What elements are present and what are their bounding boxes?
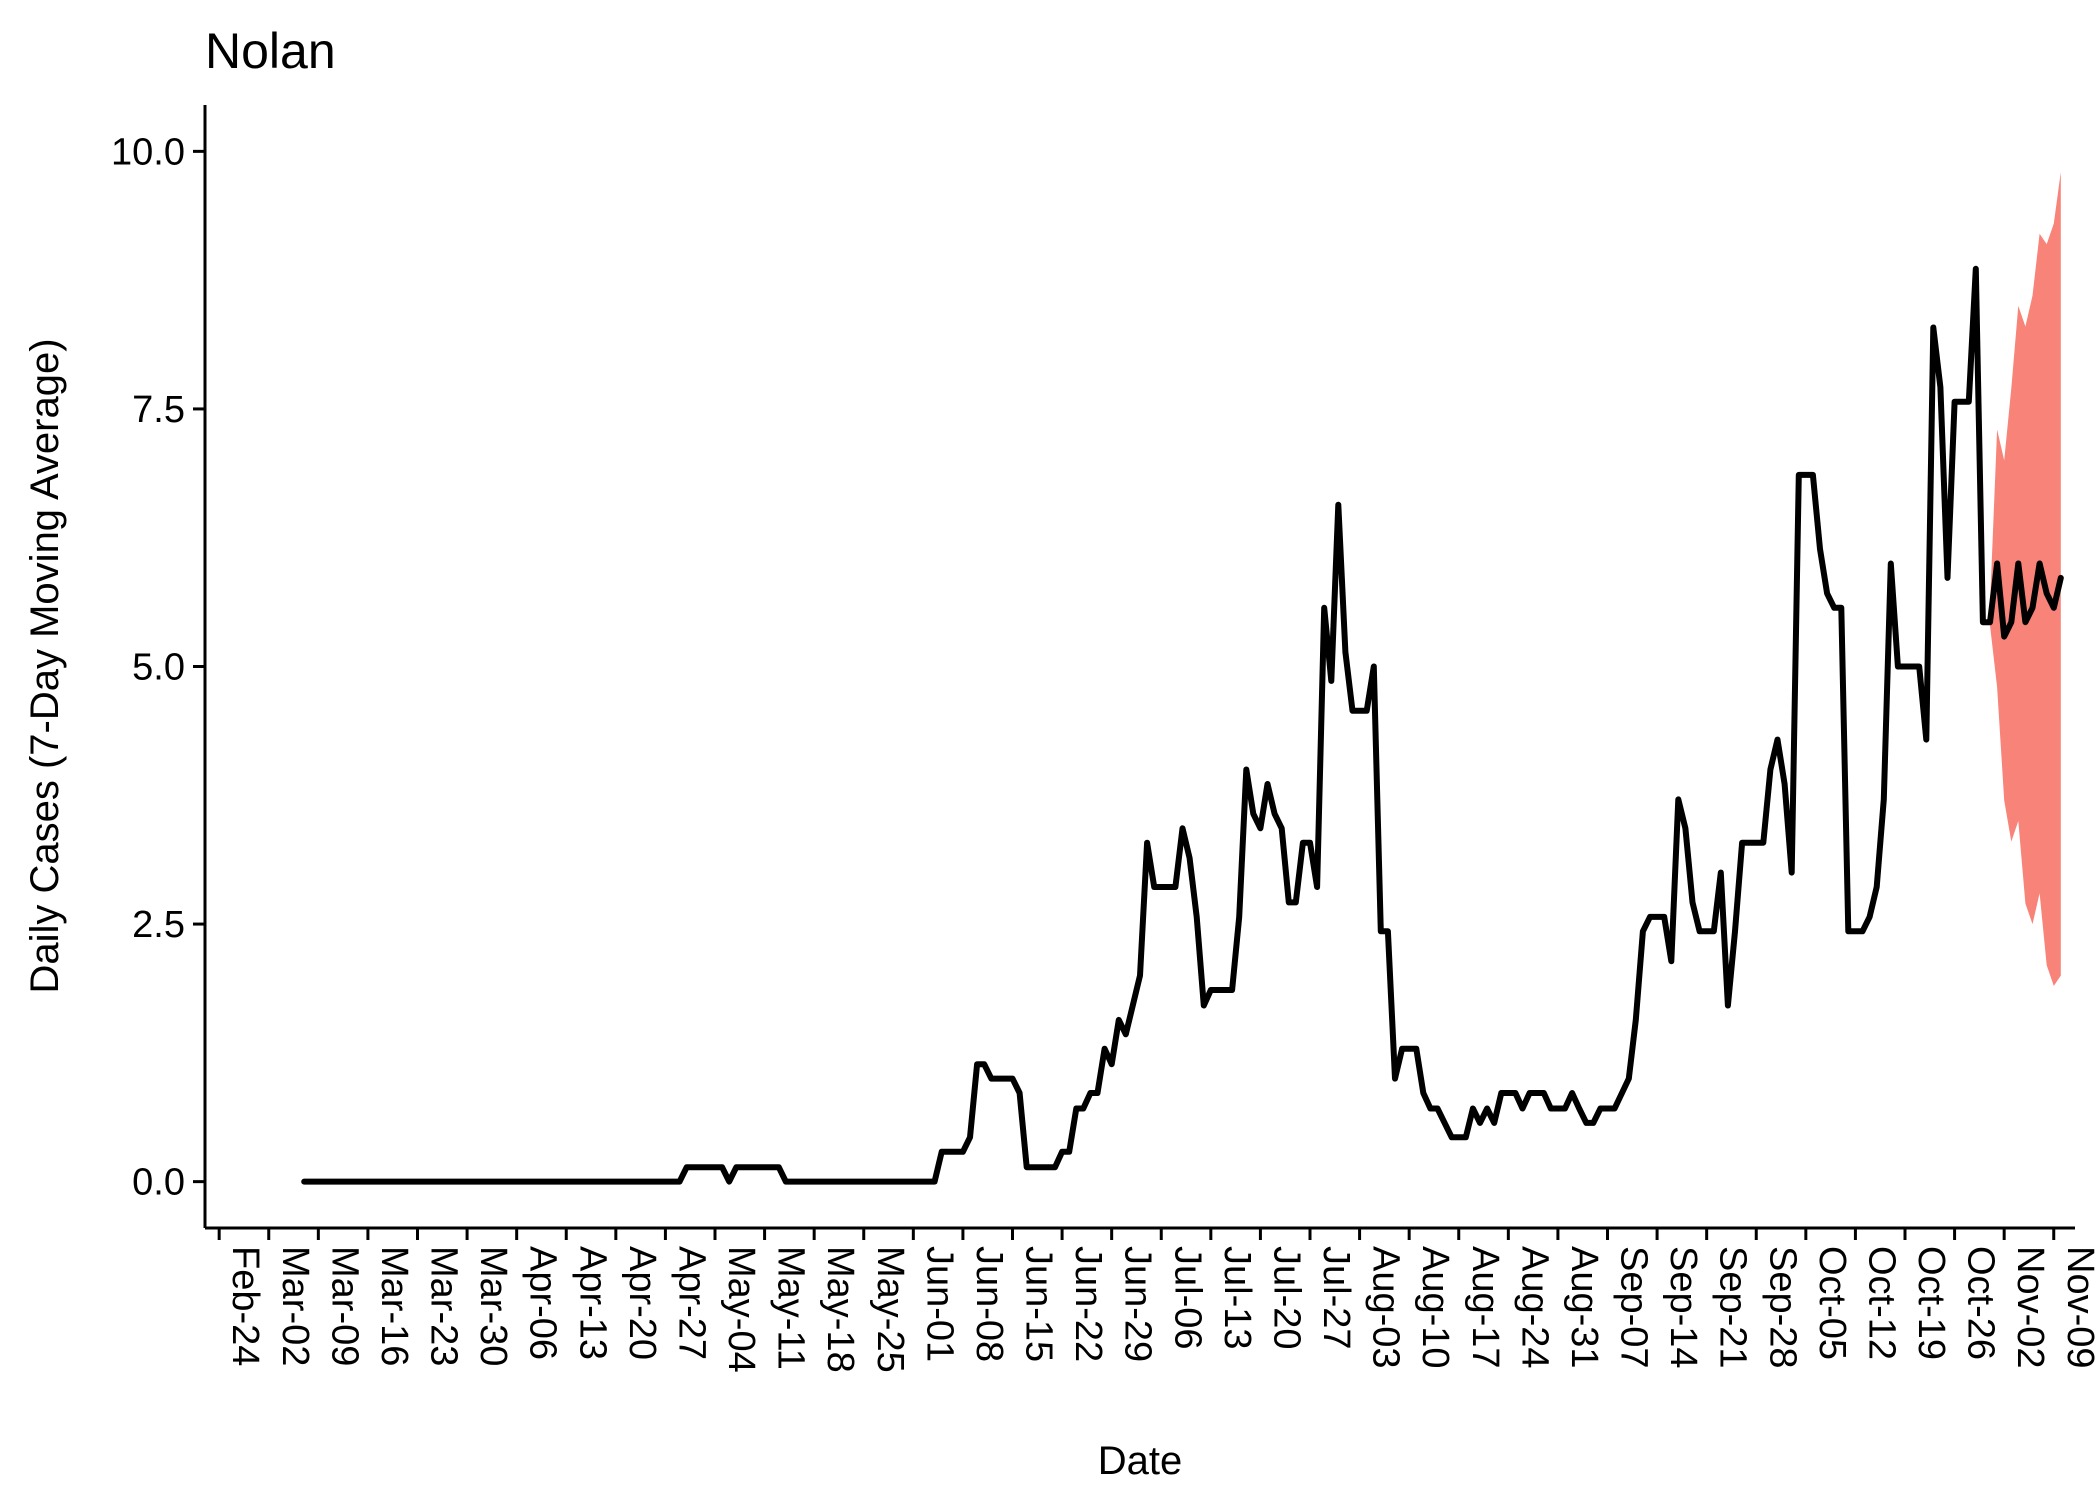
y-axis-ticks: 0.0 2.5 5.0 7.5 10.0 [111, 131, 205, 1204]
y-tick-label: 5.0 [132, 647, 185, 689]
x-tick-label: Nov-09 [2059, 1246, 2100, 1369]
x-tick-label: Jun-08 [968, 1246, 1010, 1362]
x-tick-label: May-18 [819, 1246, 861, 1373]
x-tick-label: Mar-02 [274, 1246, 316, 1366]
x-tick-label: Nov-02 [2009, 1246, 2051, 1369]
x-tick-label: Mar-30 [472, 1246, 514, 1366]
x-tick-label: Sep-14 [1662, 1246, 1704, 1369]
x-tick-label: Jul-06 [1166, 1246, 1208, 1350]
forecast-band-0 [1990, 172, 2061, 986]
series-layer [301, 265, 2064, 1185]
y-tick-label: 2.5 [132, 904, 185, 946]
x-tick-label: Mar-16 [373, 1246, 415, 1366]
x-tick-label: Aug-31 [1563, 1246, 1605, 1369]
x-tick-label: Apr-13 [571, 1246, 613, 1360]
x-axis-title: Date [1098, 1439, 1183, 1483]
x-tick-label: Sep-07 [1613, 1246, 1655, 1369]
x-tick-label: Jun-15 [1018, 1246, 1060, 1362]
x-tick-label: May-11 [770, 1246, 812, 1370]
series-line-0 [301, 265, 2064, 1185]
x-axis-ticks: Feb-24 Mar-02 Mar-09 Mar-16 Mar-23 Mar-30 Apr-… [217, 1228, 2100, 1373]
x-tick-label: Jun-22 [1067, 1246, 1109, 1362]
y-axis-title: Daily Cases (7-Day Moving Average) [23, 338, 67, 993]
x-tick-label: Apr-20 [621, 1246, 663, 1360]
forecast-band-layer [1990, 172, 2061, 986]
x-tick-label: Aug-17 [1464, 1246, 1506, 1369]
x-tick-label: Jul-20 [1265, 1246, 1307, 1350]
chart-title: Nolan [205, 23, 336, 79]
x-tick-label: Jun-01 [918, 1246, 960, 1362]
x-tick-label: Jul-27 [1315, 1246, 1357, 1350]
x-tick-label: Oct-05 [1811, 1246, 1853, 1360]
x-tick-label: Mar-09 [323, 1246, 365, 1366]
x-tick-label: May-25 [869, 1246, 911, 1373]
x-tick-label: Apr-27 [670, 1246, 712, 1360]
x-tick-label: Feb-24 [224, 1246, 266, 1366]
y-tick-label: 10.0 [111, 131, 185, 173]
x-tick-label: Oct-12 [1860, 1246, 1902, 1360]
x-tick-label: Jun-29 [1117, 1246, 1159, 1362]
y-tick-label: 7.5 [132, 389, 185, 431]
x-tick-label: Apr-06 [522, 1246, 564, 1360]
x-tick-label: May-04 [720, 1246, 762, 1373]
x-tick-label: Jul-13 [1216, 1246, 1258, 1350]
x-tick-label: Oct-26 [1960, 1246, 2002, 1360]
x-tick-label: Aug-03 [1365, 1246, 1407, 1369]
y-tick-label: 0.0 [132, 1162, 185, 1204]
x-tick-label: Mar-23 [423, 1246, 465, 1366]
x-tick-label: Sep-28 [1761, 1246, 1803, 1369]
x-tick-label: Aug-24 [1513, 1246, 1555, 1369]
x-tick-label: Sep-21 [1712, 1246, 1754, 1369]
x-tick-label: Oct-19 [1910, 1246, 1952, 1360]
x-tick-label: Aug-10 [1414, 1246, 1456, 1369]
